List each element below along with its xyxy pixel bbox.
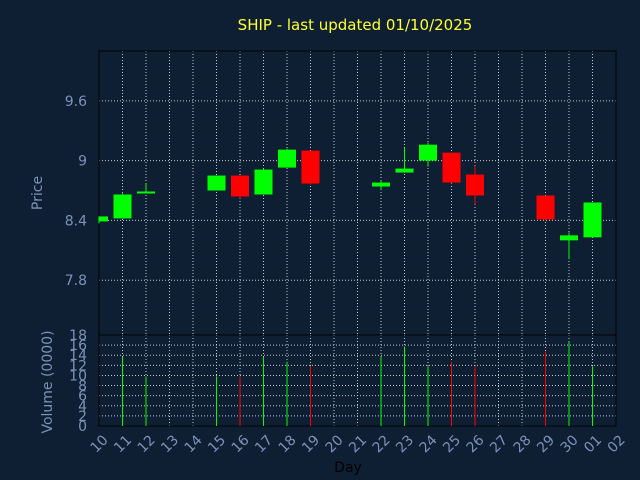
x-tick-label: 25 xyxy=(440,432,464,456)
volume-tick-label: 12 xyxy=(69,358,87,374)
candle xyxy=(536,195,555,221)
volume-tick-label: 4 xyxy=(78,399,87,415)
x-axis-label: Day xyxy=(334,460,362,476)
x-tick-label: 19 xyxy=(299,432,323,456)
volume-tick-label: 18 xyxy=(69,328,87,344)
x-tick-label: 17 xyxy=(252,432,276,456)
chart-title: SHIP - last updated 01/10/2025 xyxy=(238,16,473,34)
x-tick-label: 26 xyxy=(464,432,488,456)
candle xyxy=(254,168,273,195)
candle-body xyxy=(301,150,320,184)
candle-body xyxy=(207,175,226,191)
price-tick-label: 9 xyxy=(78,154,87,170)
volume-tick-label: 16 xyxy=(69,338,87,354)
x-tick-label: 30 xyxy=(558,432,582,456)
candle-body xyxy=(536,195,555,220)
x-tick-label: 21 xyxy=(346,432,370,456)
price-tick-label: 9.6 xyxy=(65,94,87,110)
volume-panel-frame xyxy=(98,334,617,427)
x-tick-label: 27 xyxy=(487,432,511,456)
price-axis-label: Price xyxy=(30,176,46,210)
candle-body xyxy=(583,202,602,238)
candle xyxy=(137,183,155,194)
price-y-ticks: 9.6 9 8.4 7.8 xyxy=(65,94,87,289)
x-tick-label: 20 xyxy=(323,432,347,456)
candle-body xyxy=(466,174,484,196)
candle-body xyxy=(442,152,461,183)
candle xyxy=(113,193,132,219)
candle-body xyxy=(278,149,296,168)
volume-tick-label: 0 xyxy=(78,419,87,435)
x-tick-label: 29 xyxy=(534,432,558,456)
x-tick-label: 28 xyxy=(511,432,535,456)
candle-body xyxy=(395,168,414,173)
candle-body xyxy=(560,235,578,241)
candle xyxy=(207,175,226,191)
candle-body xyxy=(231,175,249,197)
x-tick-label: 12 xyxy=(135,432,159,456)
volume-bars xyxy=(122,341,593,426)
x-tick-label: 15 xyxy=(205,432,229,456)
x-tick-label: 23 xyxy=(393,432,417,456)
x-tick-label: 10 xyxy=(88,432,112,456)
volume-tick-label: 10 xyxy=(69,368,87,384)
price-tick-label: 8.4 xyxy=(65,213,87,229)
candle xyxy=(231,175,249,199)
candle xyxy=(419,142,437,167)
x-tick-label: 11 xyxy=(111,432,135,456)
candle xyxy=(98,216,108,224)
candle xyxy=(560,232,578,260)
x-tick-label: 22 xyxy=(370,432,394,456)
x-tick-label: 18 xyxy=(276,432,300,456)
candle-body xyxy=(137,191,155,194)
volume-axis-label: Volume (0000) xyxy=(40,330,56,433)
candle-body xyxy=(372,182,390,187)
candle xyxy=(466,165,484,205)
x-tick-label: 24 xyxy=(417,432,441,456)
x-ticks: 10 11 12 13 14 15 16 17 18 19 20 21 22 23 24 25 26 27 28 29… xyxy=(88,432,629,456)
candle xyxy=(278,148,296,168)
candle xyxy=(301,150,320,185)
price-gridlines xyxy=(98,51,617,335)
volume-tick-label: 2 xyxy=(78,409,87,425)
candle xyxy=(372,180,390,190)
price-tick-label: 7.8 xyxy=(65,273,87,289)
volume-tick-label: 8 xyxy=(78,379,87,395)
candle xyxy=(583,202,602,238)
x-tick-label: 13 xyxy=(158,432,182,456)
candle-body xyxy=(113,194,132,219)
x-tick-label: 01 xyxy=(581,432,605,456)
candle xyxy=(395,147,414,173)
candles xyxy=(98,142,602,260)
x-tick-label: 14 xyxy=(182,432,206,456)
candle xyxy=(442,152,461,184)
candle-body xyxy=(419,144,437,161)
candle-body xyxy=(99,216,108,222)
candle-body xyxy=(254,169,273,195)
x-tick-label: 02 xyxy=(605,432,629,456)
x-tick-label: 16 xyxy=(229,432,253,456)
volume-gridlines xyxy=(98,334,617,427)
volume-tick-label: 6 xyxy=(78,389,87,405)
volume-tick-label: 14 xyxy=(69,348,87,364)
